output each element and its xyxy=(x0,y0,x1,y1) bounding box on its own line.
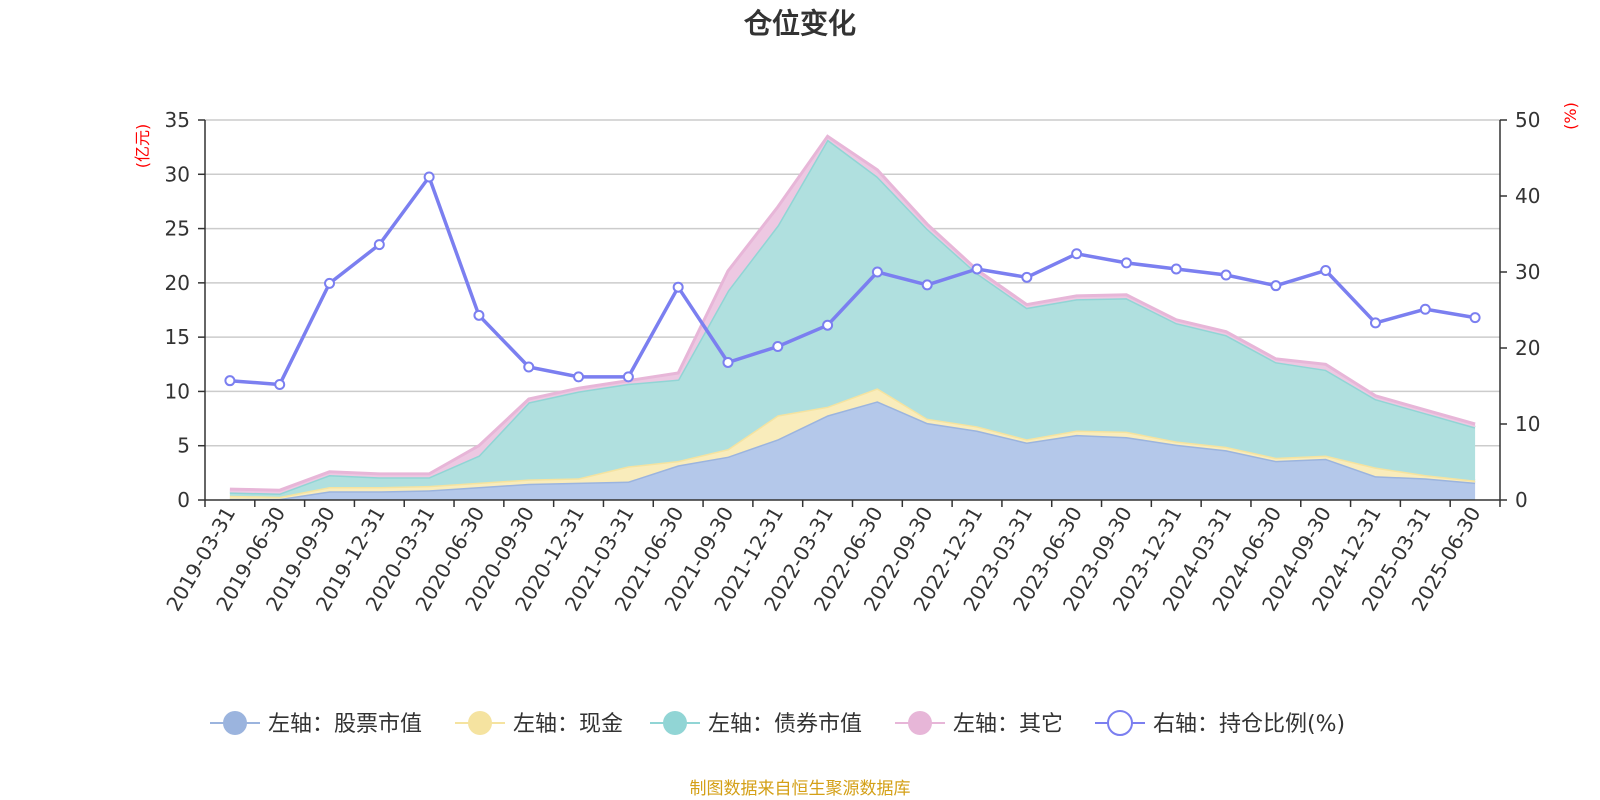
holding-ratio-point xyxy=(1170,263,1182,275)
legend-label: 左轴：股票市值 xyxy=(268,712,422,737)
legend-marker xyxy=(1107,710,1133,736)
source-note: 制图数据来自恒生聚源数据库 xyxy=(690,779,911,799)
holding-ratio-point xyxy=(423,171,435,183)
holding-ratio-point xyxy=(324,277,336,289)
holding-ratio-point xyxy=(971,263,983,275)
holding-ratio-point xyxy=(573,371,585,383)
holding-ratio-point xyxy=(1220,269,1232,281)
left-axis-unit: (亿元) xyxy=(133,124,152,169)
left-tick-label: 10 xyxy=(165,379,190,403)
holding-ratio-line xyxy=(229,173,1476,387)
holding-ratio-series xyxy=(224,171,1481,390)
holding-ratio-point xyxy=(373,239,385,251)
legend-marker xyxy=(663,711,687,735)
legend-label: 左轴：其它 xyxy=(953,712,1063,737)
left-tick-label: 30 xyxy=(165,162,190,186)
right-tick-label: 0 xyxy=(1515,488,1528,512)
holding-ratio-point xyxy=(921,279,933,291)
area-edge-左轴：其它 xyxy=(229,134,1476,492)
legend-label: 左轴：现金 xyxy=(513,712,623,737)
holding-ratio-point xyxy=(1120,257,1132,269)
holding-ratio-point xyxy=(274,378,286,390)
chart-title: 仓位变化 xyxy=(744,7,856,40)
holding-ratio-point xyxy=(523,361,535,373)
holding-ratio-point xyxy=(1270,280,1282,292)
holding-ratio-point xyxy=(473,309,485,321)
area-左轴：债券市值 xyxy=(229,139,1476,497)
holding-ratio-point xyxy=(722,356,734,368)
right-tick-label: 30 xyxy=(1515,260,1540,284)
right-tick-label: 10 xyxy=(1515,412,1540,436)
legend-label: 左轴：债券市值 xyxy=(708,712,862,737)
left-tick-label: 35 xyxy=(165,108,190,132)
holding-ratio-point xyxy=(1419,303,1431,315)
holding-ratio-point xyxy=(1071,248,1083,260)
left-tick-label: 0 xyxy=(177,488,190,512)
stacked-areas xyxy=(229,134,1476,501)
legend-marker xyxy=(468,711,492,735)
left-tick-label: 20 xyxy=(165,271,190,295)
legend-label: 右轴：持仓比例(%) xyxy=(1153,712,1345,737)
legend-marker xyxy=(908,711,932,735)
holding-ratio-point xyxy=(871,266,883,278)
holding-ratio-point xyxy=(1021,271,1033,283)
right-tick-label: 20 xyxy=(1515,336,1540,360)
holding-ratio-point xyxy=(672,281,684,293)
left-tick-label: 25 xyxy=(165,217,190,241)
holding-ratio-point xyxy=(622,371,634,383)
right-tick-label: 40 xyxy=(1515,184,1540,208)
holding-ratio-point xyxy=(1320,264,1332,276)
holding-ratio-point xyxy=(1369,317,1381,329)
legend-marker xyxy=(223,711,247,735)
holding-ratio-point xyxy=(772,340,784,352)
holding-ratio-point xyxy=(224,375,236,387)
left-tick-label: 15 xyxy=(165,325,190,349)
holding-ratio-point xyxy=(1469,312,1481,324)
left-tick-label: 5 xyxy=(177,434,190,458)
area-左轴：股票市值 xyxy=(229,401,1476,500)
right-tick-label: 50 xyxy=(1515,108,1540,132)
holding-ratio-point xyxy=(822,319,834,331)
legend: 左轴：股票市值 左轴：现金 左轴：债券市值 左轴：其它 右轴：持仓比例(%) xyxy=(210,710,1345,737)
right-axis-unit: (%) xyxy=(1561,102,1580,130)
